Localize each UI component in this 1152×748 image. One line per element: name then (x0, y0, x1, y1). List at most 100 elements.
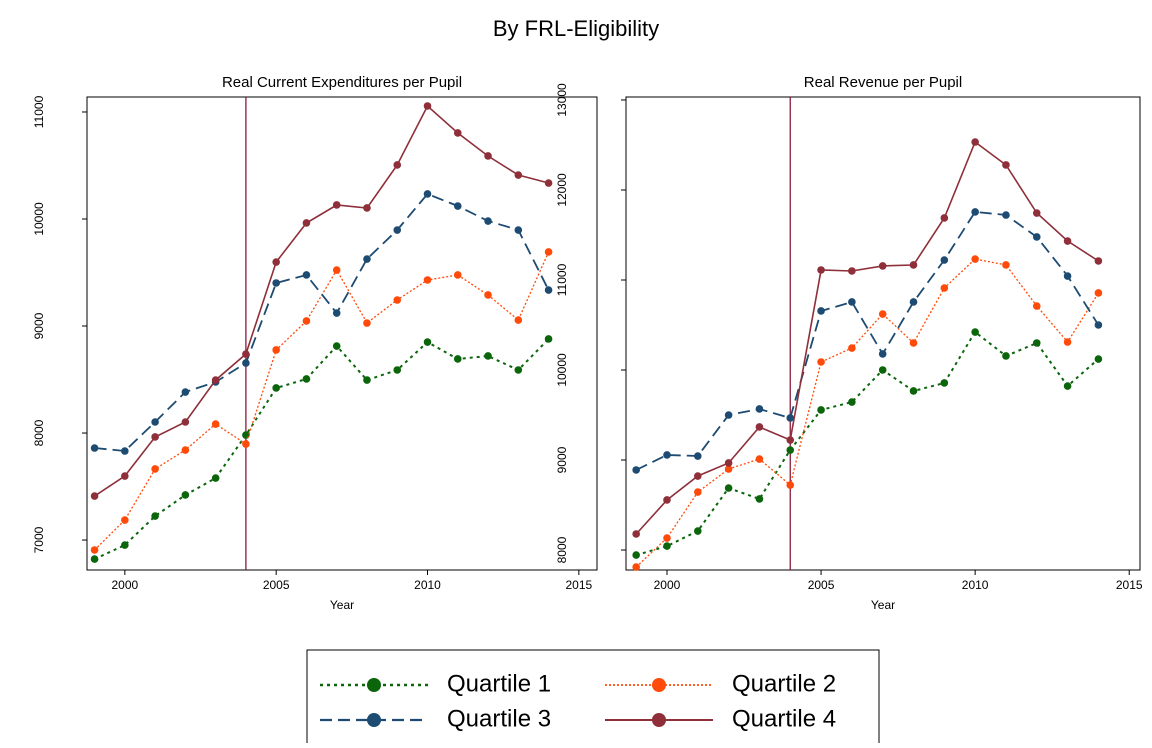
data-point (1063, 382, 1072, 390)
data-point (302, 317, 311, 325)
data-point (878, 366, 887, 374)
data-point (363, 376, 371, 384)
x-axis-label: Year (871, 598, 895, 612)
data-point (363, 319, 371, 327)
data-point (755, 495, 764, 503)
data-point (302, 219, 311, 227)
data-point (302, 271, 311, 279)
data-point (817, 307, 825, 315)
data-point (971, 138, 979, 146)
data-point (632, 530, 640, 538)
data-point (90, 546, 99, 554)
data-point (1063, 237, 1072, 245)
data-point (332, 309, 341, 317)
data-point (393, 226, 402, 234)
series-line (94, 192, 550, 452)
data-point (632, 563, 640, 571)
data-point (272, 384, 280, 392)
data-point (786, 414, 795, 422)
data-point (1063, 272, 1072, 280)
data-point (940, 256, 949, 264)
series-line (635, 210, 1100, 471)
data-point (1094, 355, 1103, 363)
data-point (663, 534, 671, 542)
data-point (514, 316, 523, 324)
data-point (90, 444, 99, 452)
y-tick-label: 13000 (555, 83, 569, 117)
data-point (453, 271, 462, 279)
data-point (151, 433, 159, 441)
data-point (484, 152, 492, 160)
data-point (1002, 211, 1010, 219)
plot-frame (625, 96, 1141, 571)
y-tick-label: 8000 (555, 536, 569, 563)
data-point (544, 335, 553, 343)
data-point (817, 266, 825, 274)
panel-title: Real Revenue per Pupil (804, 74, 962, 91)
x-tick-label: 2005 (263, 578, 290, 592)
legend-label: Quartile 3 (447, 705, 551, 732)
data-point (693, 488, 702, 496)
data-point (544, 286, 553, 294)
data-point (514, 226, 523, 234)
data-point (632, 551, 640, 559)
legend-marker (652, 713, 666, 727)
y-tick-label: 9000 (32, 312, 46, 339)
data-point (632, 466, 640, 474)
data-point (544, 248, 553, 256)
y-tick-label: 10000 (555, 353, 569, 387)
data-point (755, 405, 764, 413)
data-point (878, 310, 887, 318)
data-point (514, 171, 523, 179)
series-line (94, 104, 549, 497)
data-point (1032, 209, 1041, 217)
data-point (878, 262, 887, 270)
data-point (332, 266, 341, 274)
legend-label: Quartile 2 (732, 670, 836, 697)
data-point (878, 350, 887, 358)
data-point (1002, 352, 1010, 360)
series-line (635, 258, 1099, 568)
data-point (151, 512, 159, 520)
panel-title: Real Current Expenditures per Pupil (222, 74, 462, 91)
data-point (1032, 233, 1041, 241)
data-point (453, 202, 462, 210)
data-point (181, 418, 190, 426)
x-tick-label: 2000 (111, 578, 138, 592)
series-line (635, 330, 1100, 557)
data-point (1032, 339, 1041, 347)
y-tick-label: 11000 (555, 263, 569, 296)
data-point (693, 527, 702, 535)
data-point (848, 344, 856, 352)
y-tick-label: 8000 (32, 419, 46, 446)
data-point (242, 440, 250, 448)
data-point (484, 291, 492, 299)
data-point (90, 555, 99, 563)
data-point (242, 350, 250, 358)
data-point (121, 447, 129, 455)
data-point (693, 472, 702, 480)
data-point (1063, 338, 1072, 346)
x-tick-label: 2010 (414, 578, 441, 592)
x-tick-label: 2010 (962, 578, 989, 592)
legend-marker (367, 713, 381, 727)
y-tick-label: 10000 (32, 202, 46, 236)
data-point (151, 418, 159, 426)
legend-marker (652, 678, 666, 692)
data-point (363, 204, 371, 212)
y-tick-label: 7000 (32, 526, 46, 553)
data-point (121, 472, 129, 480)
data-point (940, 214, 949, 222)
data-point (663, 542, 671, 550)
y-tick-label: 12000 (555, 173, 569, 207)
series-line (635, 140, 1099, 535)
data-point (211, 420, 220, 428)
data-point (272, 279, 280, 287)
data-point (971, 328, 979, 336)
data-point (181, 388, 190, 396)
data-point (272, 346, 280, 354)
y-tick-label: 11000 (32, 95, 46, 128)
x-tick-label: 2015 (565, 578, 592, 592)
